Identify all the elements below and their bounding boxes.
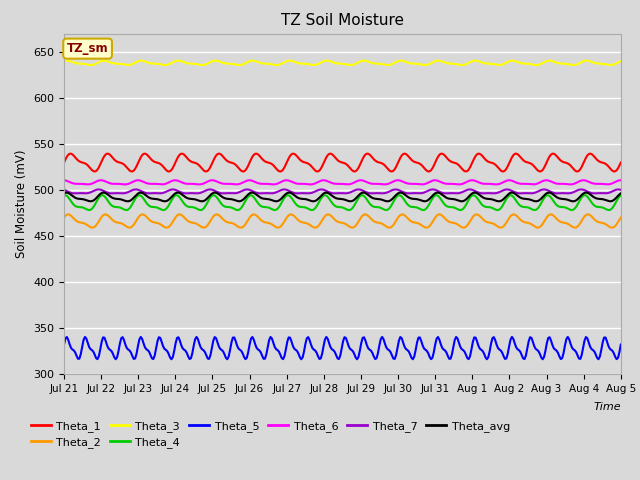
Theta_avg: [244, 192, 252, 197]
Theta_1: [468, 162, 476, 168]
Theta_avg: [60, 191, 68, 196]
Legend: Theta_1, Theta_2, Theta_3, Theta_4, Theta_5, Theta_6, Theta_7, Theta_avg: Theta_1, Theta_2, Theta_3, Theta_4, Thet…: [31, 421, 510, 448]
Line: Theta_avg: Theta_avg: [64, 192, 621, 201]
Theta_2: [468, 216, 476, 222]
Theta_3: [465, 60, 472, 66]
Theta_3: [284, 58, 291, 64]
Theta_4: [465, 197, 472, 203]
Line: Theta_3: Theta_3: [64, 60, 621, 65]
Theta_7: [465, 187, 472, 192]
Theta_5: [127, 350, 135, 356]
Theta_1: [401, 151, 408, 156]
Theta_2: [244, 217, 252, 223]
Theta_5: [617, 342, 625, 348]
Theta_2: [65, 212, 72, 217]
Theta_3: [617, 58, 625, 64]
Line: Theta_2: Theta_2: [64, 215, 621, 228]
Theta_7: [145, 191, 153, 196]
Theta_2: [125, 225, 133, 230]
Theta_avg: [465, 194, 472, 200]
Theta_3: [130, 60, 138, 66]
Theta_6: [127, 180, 135, 186]
Theta_1: [465, 167, 472, 172]
Text: Time: Time: [593, 402, 621, 412]
Theta_4: [413, 204, 421, 210]
Theta_6: [134, 178, 142, 183]
Theta_3: [413, 61, 421, 67]
Theta_4: [136, 192, 143, 198]
Theta_4: [60, 192, 68, 198]
Theta_6: [269, 181, 277, 187]
Theta_1: [413, 160, 421, 166]
Theta_4: [468, 193, 476, 199]
Theta_1: [91, 168, 99, 174]
Theta_7: [413, 191, 421, 196]
Theta_avg: [413, 196, 421, 202]
Theta_6: [617, 178, 625, 183]
Theta_6: [468, 178, 476, 183]
Theta_2: [130, 222, 138, 228]
Text: TZ_sm: TZ_sm: [67, 42, 108, 55]
Theta_5: [60, 342, 68, 348]
Theta_3: [244, 59, 252, 65]
Line: Theta_6: Theta_6: [64, 180, 621, 184]
Theta_5: [137, 334, 145, 340]
Theta_4: [617, 192, 625, 198]
Title: TZ Soil Moisture: TZ Soil Moisture: [281, 13, 404, 28]
Theta_7: [127, 188, 135, 193]
Theta_2: [465, 220, 472, 226]
Theta_6: [243, 178, 251, 183]
Line: Theta_1: Theta_1: [64, 154, 621, 171]
Theta_7: [468, 187, 476, 192]
Theta_5: [465, 356, 472, 362]
Theta_2: [413, 220, 421, 226]
Line: Theta_5: Theta_5: [64, 337, 621, 359]
Theta_avg: [86, 198, 94, 204]
Theta_5: [284, 339, 291, 345]
Theta_avg: [617, 191, 625, 196]
Theta_2: [284, 214, 291, 220]
Theta_5: [244, 349, 252, 355]
Theta_avg: [284, 190, 291, 196]
Theta_6: [465, 178, 472, 184]
Theta_2: [60, 215, 68, 220]
Theta_4: [244, 194, 252, 200]
Theta_6: [413, 181, 421, 187]
Theta_5: [168, 356, 175, 362]
Theta_7: [60, 187, 68, 193]
Theta_5: [468, 347, 476, 352]
Theta_6: [60, 178, 68, 183]
Theta_3: [63, 58, 70, 63]
Theta_1: [282, 162, 290, 168]
Theta_6: [284, 178, 291, 183]
Theta_avg: [129, 196, 136, 202]
Y-axis label: Soil Moisture (mV): Soil Moisture (mV): [15, 150, 28, 258]
Theta_7: [244, 187, 252, 192]
Theta_1: [243, 166, 251, 171]
Theta_1: [129, 168, 136, 174]
Theta_5: [413, 339, 421, 345]
Theta_3: [468, 59, 476, 64]
Theta_3: [124, 62, 132, 68]
Theta_4: [129, 201, 136, 207]
Line: Theta_4: Theta_4: [64, 195, 621, 210]
Theta_1: [60, 160, 68, 166]
Theta_7: [284, 187, 291, 193]
Theta_3: [60, 58, 68, 64]
Theta_1: [617, 160, 625, 166]
Theta_2: [617, 215, 625, 220]
Theta_7: [169, 187, 177, 192]
Theta_avg: [137, 190, 145, 195]
Theta_avg: [468, 191, 476, 197]
Theta_4: [85, 207, 93, 213]
Theta_7: [617, 187, 625, 193]
Line: Theta_7: Theta_7: [64, 190, 621, 193]
Theta_4: [284, 192, 291, 198]
